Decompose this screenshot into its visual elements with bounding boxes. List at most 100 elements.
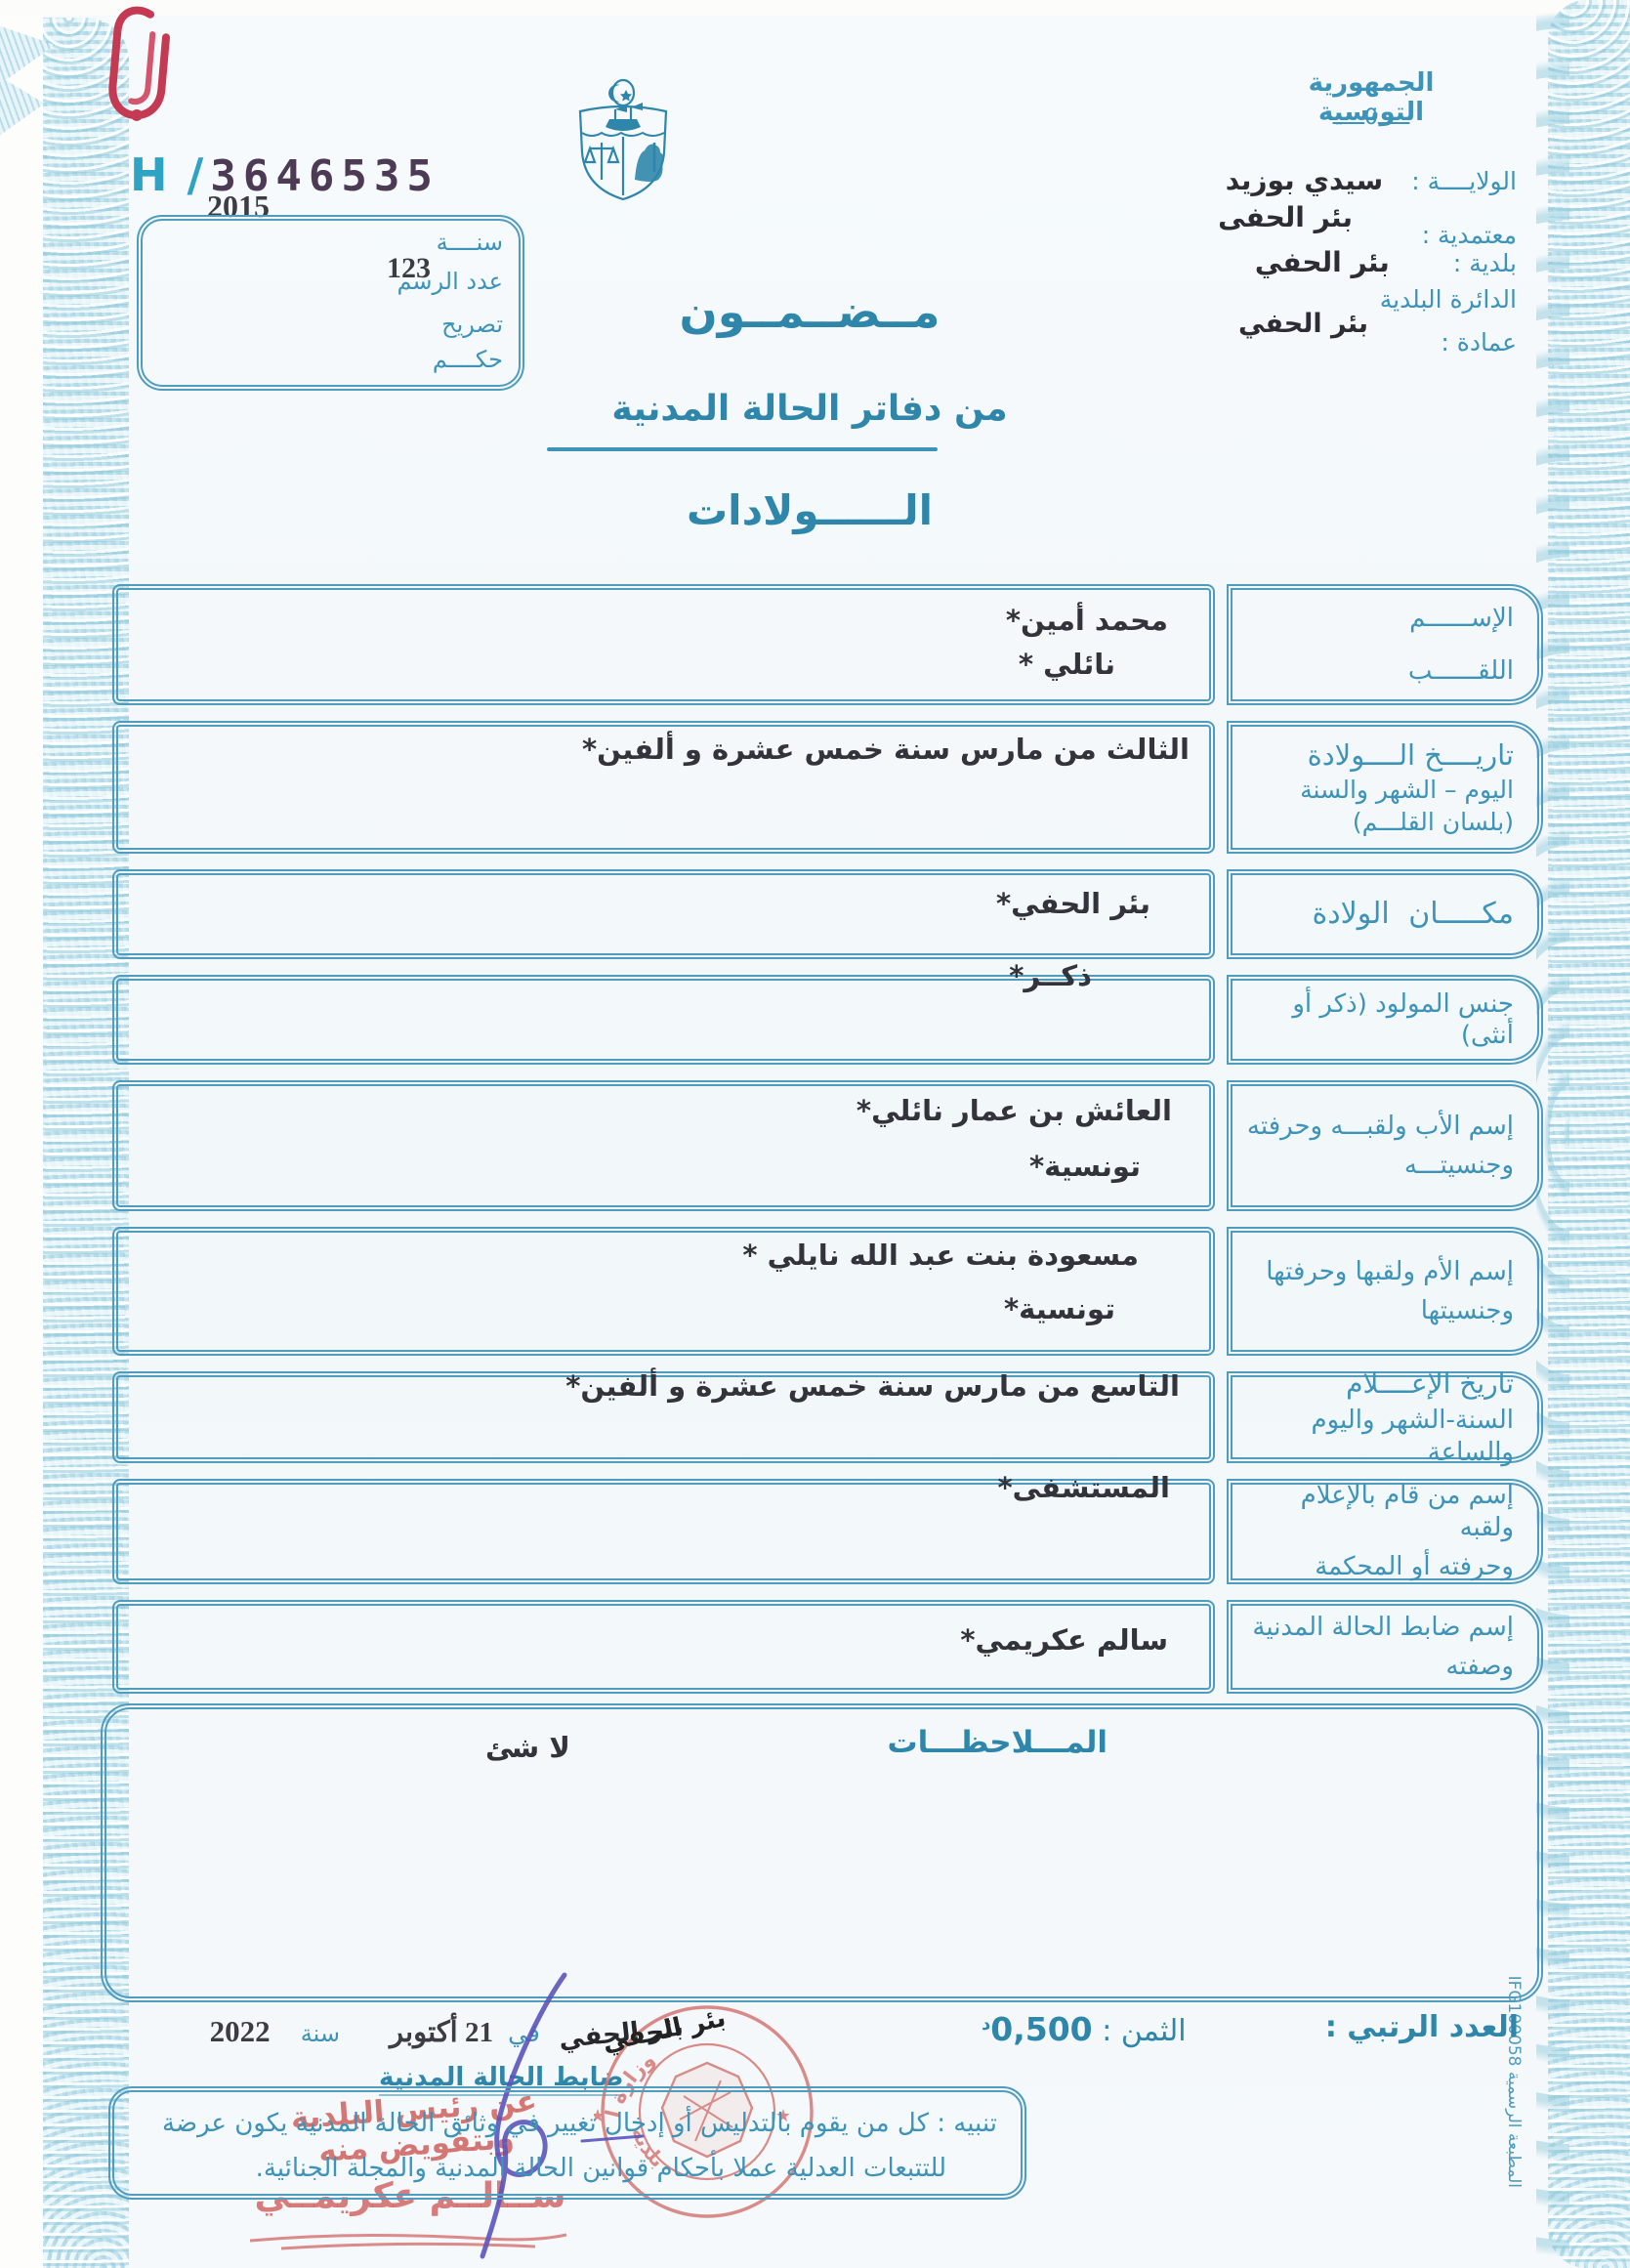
field-row-mother: إسم الأم ولقبها وحرفتها وجنسيتها مسعودة … [112, 1227, 1543, 1356]
svg-text:★: ★ [594, 2106, 606, 2126]
notice-box: تنبيه : كل من يقوم بالتدليس أو إدخال تغي… [108, 2086, 1026, 2200]
serial-prefix: H / [130, 148, 206, 201]
field-value: الثالث من مارس سنة خمس عشرة و ألفين* [581, 733, 1190, 766]
serial-digits: 3646535 [210, 151, 439, 201]
value-box: الثالث من مارس سنة خمس عشرة و ألفين* [112, 721, 1215, 854]
price: الثمن : 0,500د [982, 2010, 1187, 2048]
label-box: تاريــــخ الــــولادة اليوم – الشهر والس… [1227, 721, 1543, 854]
registrar-signature [480, 1972, 645, 2259]
title-underline [547, 447, 938, 451]
notice-line1: تنبيه : كل من يقوم بالتدليس أو إدخال تغي… [162, 2109, 997, 2138]
field-row-father: إسم الأب ولقبـــه وحرفته وجنسيتـــه العا… [112, 1080, 1543, 1211]
field-label: وجنسيتـــه [1403, 1151, 1514, 1180]
field-label: الإســــــم [1409, 603, 1514, 633]
field-value: ذكــر* [1009, 959, 1092, 992]
field-row-notifier: إسم من قام بالإعلام ولقبه وحرفته أو المح… [112, 1471, 1543, 1584]
delegation-value: بئر الحفى [1218, 201, 1353, 233]
value-box: محمد أمين* نائلي * [112, 584, 1215, 705]
scan-margin [0, 0, 43, 2268]
field-label: إسم الأب ولقبـــه وحرفته [1246, 1111, 1514, 1141]
label-box: إسم من قام بالإعلام ولقبه وحرفته أو المح… [1227, 1479, 1543, 1584]
wilaya-label: الولايــــة : [1411, 167, 1517, 195]
municipality-label: بلدية : [1452, 249, 1517, 277]
municipal-seal-stamp: ★ ★ وزارة الداخلية بلدية بئر الحفي [594, 1998, 814, 2218]
guilloche-border-right [1536, 0, 1630, 2268]
field-value: مسعودة بنت عبد الله نايلي * [742, 1239, 1139, 1272]
notes-value: لا شئ [485, 1731, 570, 1764]
judgment-label: حكــــم [432, 346, 503, 373]
field-value: تونسية* [1028, 1149, 1141, 1183]
svg-text:★: ★ [775, 2106, 791, 2126]
act-number-stamp: 123 [387, 252, 431, 284]
field-row-birthdate: تاريــــخ الــــولادة اليوم – الشهر والس… [112, 721, 1543, 854]
tunisia-coat-of-arms-icon [578, 78, 668, 201]
field-value: بئر الحفي* [996, 887, 1150, 920]
registry-box: سنــــة عدد الرسم تصريح حكــــم 123 [137, 215, 524, 391]
document-title-line2: من دفاتر الحالة المدنية [611, 389, 1008, 429]
stamp-underline-flourish [249, 2233, 567, 2250]
field-label: جنس المولود (ذكر أو أنثى) [1292, 988, 1514, 1051]
label-box: الإســــــم اللقــــــب [1227, 584, 1543, 705]
issue-date-stamp: 21 أكتوبر [390, 2017, 493, 2048]
field-label: السنة-الشهر واليوم والساعة [1311, 1406, 1514, 1467]
civil-status-form: الإســــــم اللقــــــب محمد أمين* نائلي… [112, 584, 1543, 1694]
label-box: إسم ضابط الحالة المدنية وصفته [1227, 1600, 1543, 1694]
year-label: سنــــة [436, 229, 503, 256]
document-title-line1: مــضــمــون [679, 285, 940, 338]
field-row-notification-date: تاريخ الإعــــلام السنة-الشهر واليوم وال… [112, 1367, 1543, 1467]
official-press-imprint: المطبعة الرسمية IFG100058 [1504, 1975, 1524, 2188]
field-row-birthplace: مكـــــان الولادة بئر الحفي* [112, 869, 1543, 959]
field-row-name: الإســــــم اللقــــــب محمد أمين* نائلي… [112, 584, 1543, 705]
field-label: إسم من قام بالإعلام ولقبه [1300, 1481, 1514, 1542]
label-box: مكـــــان الولادة [1227, 869, 1543, 959]
act-number-label: عدد الرسم [397, 268, 503, 295]
value-box: سالم عكريمي* [112, 1600, 1215, 1694]
declaration-label: تصريح [441, 311, 503, 338]
omda-label: عمادة : [1441, 328, 1517, 357]
label-box: جنس المولود (ذكر أو أنثى) [1227, 975, 1543, 1065]
field-value: سالم عكريمي* [960, 1623, 1168, 1657]
scan-margin [0, 0, 1630, 16]
price-label: الثمن : [1102, 2014, 1187, 2048]
value-box: ذكــر* [112, 959, 1215, 1065]
price-value: 0,500 [990, 2010, 1093, 2048]
field-label: وحرفته أو المحكمة [1315, 1552, 1514, 1582]
field-label: تاريــــخ الــــولادة [1307, 737, 1514, 772]
field-label: تاريخ الإعــــلام [1346, 1367, 1514, 1400]
omda-value: بئر الحفي [1238, 309, 1368, 339]
document-title-births: الــــــولادات [686, 486, 934, 534]
label-box: تاريخ الإعــــلام السنة-الشهر واليوم وال… [1227, 1367, 1543, 1467]
price-currency: د [982, 2014, 991, 2035]
field-value: المستشفى* [997, 1471, 1170, 1504]
field-row-registrar: إسم ضابط الحالة المدنية وصفته سالم عكريم… [112, 1600, 1543, 1694]
field-label: وجنسيتها [1420, 1296, 1514, 1325]
label-box: إسم الأم ولقبها وحرفتها وجنسيتها [1227, 1227, 1543, 1356]
notes-heading: المـــلاحظـــات [887, 1725, 1108, 1760]
delegation-label: معتمدية : [1421, 221, 1517, 249]
wilaya-value: سيدي بوزيد [1225, 164, 1384, 196]
notice-line2: للتتبعات العدلية عملا بأحكام قوانين الحا… [255, 2153, 946, 2183]
field-value: محمد أمين* [1005, 604, 1168, 637]
value-box: العائش بن عمار نائلي* تونسية* [112, 1080, 1215, 1211]
value-box: بئر الحفي* [112, 869, 1215, 959]
field-label: (بلسان القلـــم) [1352, 808, 1514, 837]
wilaya-row: الولايــــة : سيدي بوزيد [1226, 164, 1517, 196]
field-label: وصفته [1445, 1652, 1514, 1681]
value-box: التاسع من مارس سنة خمس عشرة و ألفين* [112, 1369, 1215, 1463]
field-value: تونسية* [1003, 1291, 1115, 1325]
municipality-value: بئر الحفي [1254, 246, 1390, 278]
field-label: اليوم – الشهر والسنة [1300, 775, 1514, 804]
field-label: اللقــــــب [1407, 655, 1514, 686]
label-box: إسم الأب ولقبـــه وحرفته وجنسيتـــه [1227, 1080, 1543, 1211]
field-value: العائش بن عمار نائلي* [856, 1094, 1172, 1127]
republic-divider: ـــــ0ـــــ [1332, 105, 1410, 130]
field-value: التاسع من مارس سنة خمس عشرة و ألفين* [565, 1369, 1180, 1403]
field-label: مكـــــان الولادة [1312, 897, 1514, 932]
district-label: الدائرة البلدية [1379, 285, 1517, 314]
field-value: نائلي * [1018, 647, 1115, 681]
serial-number: H / 3646535 [130, 148, 439, 201]
paperclip-icon [108, 6, 170, 121]
field-label: إسم ضابط الحالة المدنية [1252, 1612, 1514, 1642]
value-box: مسعودة بنت عبد الله نايلي * تونسية* [112, 1227, 1215, 1356]
